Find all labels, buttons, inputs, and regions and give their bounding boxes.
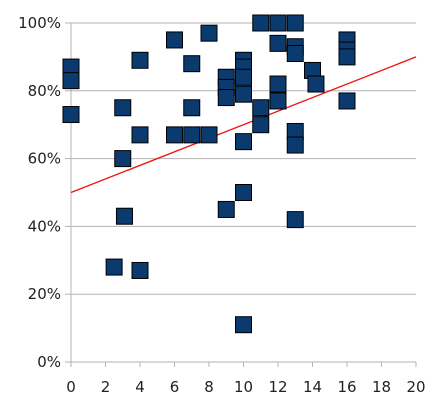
y-tick-label: 60% [28, 150, 61, 168]
y-tick-label: 40% [28, 217, 61, 235]
data-point [105, 258, 123, 276]
trendline-layer [70, 56, 417, 194]
data-point [269, 34, 287, 52]
data-point [131, 51, 149, 69]
data-point [115, 207, 133, 225]
data-point [166, 126, 183, 144]
trendline [70, 56, 417, 194]
x-axis-tick-labels: 0 2 4 6 8 10 12 14 16 18 20 [66, 378, 425, 396]
x-tick-label: 2 [101, 378, 111, 396]
data-point [252, 14, 270, 32]
data-point [338, 48, 356, 66]
data-point [235, 316, 252, 334]
data-point [235, 133, 252, 151]
data-point [183, 55, 201, 73]
x-tick-label: 14 [303, 378, 322, 396]
data-point [235, 68, 252, 86]
data-points [62, 14, 356, 334]
data-point [114, 99, 132, 117]
y-tick-label: 0% [37, 353, 61, 371]
x-tick-label: 10 [234, 378, 253, 396]
data-point [62, 72, 80, 90]
data-point [286, 45, 304, 63]
data-point [338, 92, 356, 110]
x-tick-label: 8 [204, 378, 214, 396]
x-tick-label: 12 [268, 378, 287, 396]
data-point [200, 126, 218, 144]
data-point [235, 85, 252, 103]
data-point [131, 261, 149, 279]
data-point [307, 75, 325, 93]
x-tick-label: 16 [337, 378, 356, 396]
data-point [235, 184, 252, 201]
y-tick-label: 80% [28, 82, 61, 100]
data-point [62, 106, 80, 124]
data-point [269, 92, 287, 110]
data-point [286, 14, 304, 32]
data-point [269, 14, 287, 32]
data-point [252, 116, 270, 134]
data-point [200, 24, 218, 42]
y-axis-tick-labels: 0% 20% 40% 60% 80% 100% [18, 14, 61, 371]
data-point [183, 126, 201, 144]
data-point [217, 200, 235, 218]
data-point [114, 150, 132, 168]
y-tick-label: 20% [28, 285, 61, 303]
y-tick-label: 100% [18, 14, 61, 32]
data-point [286, 136, 304, 154]
x-tick-label: 4 [135, 378, 145, 396]
data-point [269, 75, 287, 93]
data-point [166, 31, 183, 49]
data-point [286, 211, 304, 229]
x-tick-label: 6 [170, 378, 180, 396]
data-point [183, 99, 201, 117]
data-point [252, 99, 270, 117]
data-point [131, 126, 149, 144]
data-point [217, 89, 235, 107]
x-tick-label: 18 [372, 378, 391, 396]
x-tick-label: 20 [406, 378, 425, 396]
x-tick-label: 0 [66, 378, 76, 396]
